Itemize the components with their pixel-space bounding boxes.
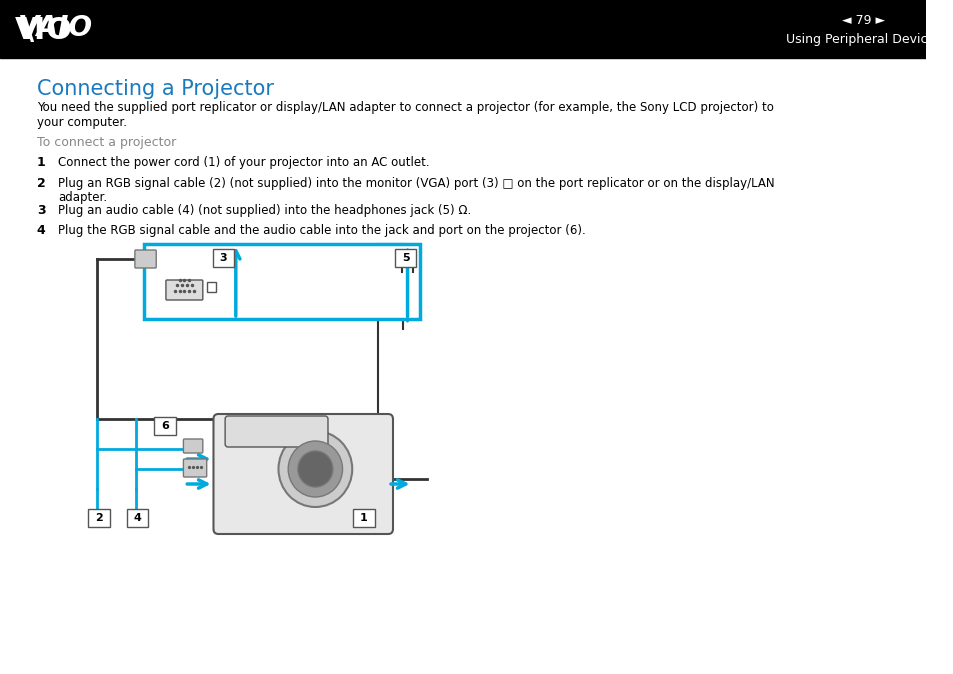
Text: 1: 1 <box>359 513 367 523</box>
Text: To connect a projector: To connect a projector <box>37 136 176 149</box>
FancyBboxPatch shape <box>127 509 149 527</box>
Text: ◄ 79 ►: ◄ 79 ► <box>841 13 884 26</box>
Text: 3: 3 <box>219 253 227 263</box>
FancyBboxPatch shape <box>183 459 207 477</box>
Text: VAIO: VAIO <box>17 14 92 42</box>
Text: 2: 2 <box>37 177 46 190</box>
Text: 4: 4 <box>37 224 46 237</box>
Text: Using Peripheral Devices: Using Peripheral Devices <box>785 34 941 47</box>
Text: 1: 1 <box>37 156 46 169</box>
Text: 3: 3 <box>37 204 46 217</box>
Text: 6: 6 <box>161 421 169 431</box>
Text: You need the supplied port replicator or display/LAN adapter to connect a projec: You need the supplied port replicator or… <box>37 101 773 114</box>
Text: Plug an RGB signal cable (2) (not supplied) into the monitor (VGA) port (3) □ on: Plug an RGB signal cable (2) (not suppli… <box>58 177 774 190</box>
FancyBboxPatch shape <box>225 416 328 447</box>
Text: Plug an audio cable (4) (not supplied) into the headphones jack (5) Ω.: Plug an audio cable (4) (not supplied) i… <box>58 204 471 217</box>
FancyBboxPatch shape <box>166 280 203 300</box>
Text: adapter.: adapter. <box>58 191 108 204</box>
Bar <box>0 0 924 58</box>
Circle shape <box>288 441 342 497</box>
FancyBboxPatch shape <box>213 249 233 267</box>
FancyBboxPatch shape <box>89 509 110 527</box>
Bar <box>207 282 216 292</box>
FancyBboxPatch shape <box>144 244 419 319</box>
FancyBboxPatch shape <box>183 439 203 453</box>
Text: 2: 2 <box>95 513 103 523</box>
Text: Connecting a Projector: Connecting a Projector <box>37 79 274 99</box>
Circle shape <box>278 431 352 507</box>
FancyBboxPatch shape <box>353 509 375 527</box>
FancyBboxPatch shape <box>134 250 156 268</box>
FancyBboxPatch shape <box>154 417 175 435</box>
Text: Connect the power cord (1) of your projector into an AC outlet.: Connect the power cord (1) of your proje… <box>58 156 430 169</box>
Text: your computer.: your computer. <box>37 116 127 129</box>
Text: Plug the RGB signal cable and the audio cable into the jack and port on the proj: Plug the RGB signal cable and the audio … <box>58 224 585 237</box>
FancyBboxPatch shape <box>213 414 393 534</box>
Text: 4: 4 <box>133 513 142 523</box>
Text: $\mathbf{V\!\!\!\backslash IO}$: $\mathbf{V\!\!\!\backslash IO}$ <box>13 16 71 44</box>
Circle shape <box>297 451 333 487</box>
Text: 5: 5 <box>401 253 409 263</box>
FancyBboxPatch shape <box>395 249 416 267</box>
